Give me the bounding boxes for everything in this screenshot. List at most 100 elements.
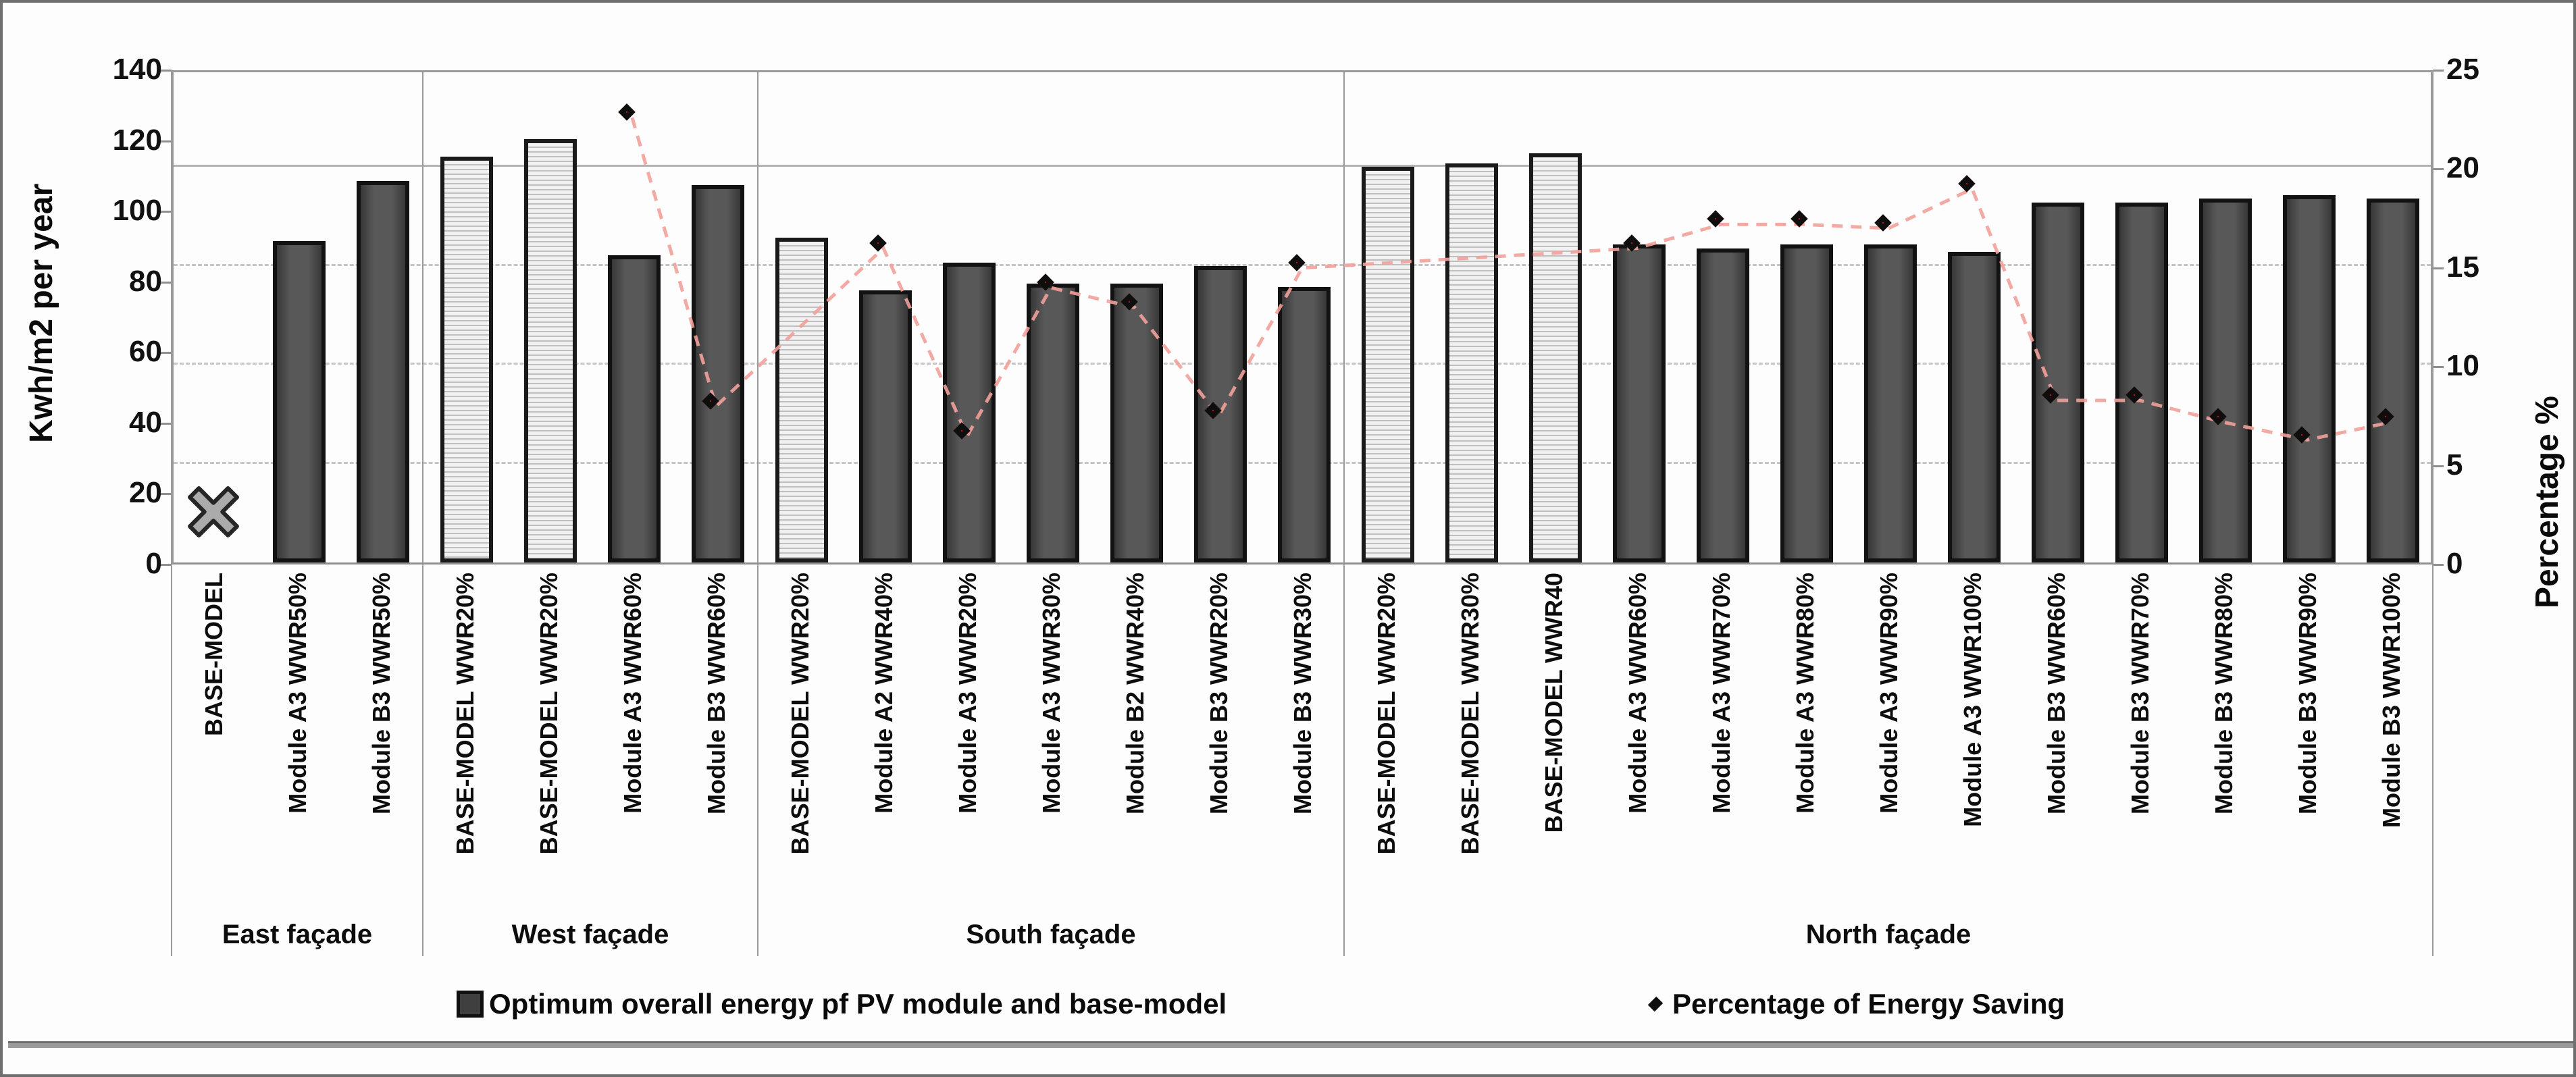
left-axis-tick bbox=[161, 140, 172, 142]
legend-item-line: Percentage of Energy Saving bbox=[1645, 980, 2065, 1028]
bottom-divider bbox=[8, 1041, 2573, 1048]
module-bar bbox=[1110, 283, 1163, 562]
left-axis-tick-label: 120 bbox=[112, 123, 162, 157]
module-bar bbox=[1864, 244, 1917, 562]
right-axis-tick bbox=[2433, 168, 2444, 171]
module-bar bbox=[357, 181, 409, 562]
left-axis-tick-label: 0 bbox=[145, 547, 162, 580]
category-label: Module A3 WWR60% bbox=[619, 573, 646, 814]
percentage-line-series bbox=[630, 117, 2392, 442]
facade-separator bbox=[2432, 70, 2433, 956]
chart-legend: Optimum overall energy pf PV module and … bbox=[3, 980, 2576, 1034]
base-model-x-marker-icon bbox=[186, 485, 240, 542]
base-model-bar bbox=[775, 237, 828, 562]
diamond-series-legend-swatch-icon bbox=[1647, 996, 1664, 1012]
base-model-bar bbox=[1445, 163, 1498, 562]
left-axis-tick-label: 20 bbox=[129, 476, 162, 510]
category-label: Module B3 WWR60% bbox=[702, 573, 730, 815]
category-label: Module B3 WWR30% bbox=[1289, 573, 1316, 815]
base-model-bar bbox=[1529, 153, 1582, 562]
module-bar bbox=[692, 184, 744, 562]
left-axis-tick-label: 60 bbox=[129, 335, 162, 369]
module-bar bbox=[2283, 195, 2336, 562]
bar-series-legend-label: Optimum overall energy pf PV module and … bbox=[489, 988, 1227, 1020]
module-bar bbox=[859, 290, 912, 562]
plot-area bbox=[172, 70, 2433, 564]
category-label: Module B2 WWR40% bbox=[1121, 573, 1149, 815]
left-axis-tick bbox=[161, 493, 172, 496]
module-bar bbox=[2199, 199, 2252, 562]
category-label: Module A2 WWR40% bbox=[870, 573, 898, 814]
module-bar bbox=[273, 241, 326, 562]
module-bar bbox=[2115, 202, 2168, 562]
base-model-bar bbox=[440, 156, 493, 562]
category-label: Module A3 WWR20% bbox=[954, 573, 981, 814]
category-label: BASE-MODEL WWR20% bbox=[451, 573, 479, 855]
right-axis-tick bbox=[2433, 564, 2444, 566]
facade-group-label: West façade bbox=[511, 920, 669, 949]
left-axis-title: Kwh/m2 per year bbox=[24, 183, 59, 444]
category-label: Module B3 WWR50% bbox=[367, 573, 395, 815]
left-axis-tick bbox=[161, 281, 172, 284]
line-series-legend-label: Percentage of Energy Saving bbox=[1672, 988, 2065, 1020]
right-axis-tick bbox=[2433, 465, 2444, 467]
left-axis-tick bbox=[161, 70, 172, 72]
module-bar bbox=[1194, 265, 1247, 562]
gridline-20pct bbox=[174, 165, 2431, 167]
base-model-bar bbox=[1362, 167, 1414, 562]
module-bar bbox=[1613, 244, 1666, 562]
right-axis-tick-label: 5 bbox=[2446, 448, 2463, 481]
module-bar bbox=[1948, 251, 2001, 562]
category-label: Module B3 WWR60% bbox=[2042, 573, 2070, 815]
facade-group-label: East façade bbox=[222, 920, 373, 949]
facade-group-label: North façade bbox=[1805, 920, 1972, 949]
category-label: BASE-MODEL WWR20% bbox=[1372, 573, 1400, 855]
right-axis-title: Percentage % bbox=[2529, 396, 2565, 609]
category-label: Module B3 WWR20% bbox=[1205, 573, 1233, 815]
facade-separator bbox=[422, 70, 423, 956]
left-axis-tick bbox=[161, 211, 172, 213]
category-label: BASE-MODEL bbox=[200, 573, 228, 736]
category-label: Module A3 WWR80% bbox=[1791, 573, 1819, 814]
right-axis-tick-label: 15 bbox=[2446, 250, 2479, 284]
left-axis-tick-label: 100 bbox=[112, 194, 162, 228]
category-label: Module A3 WWR70% bbox=[1707, 573, 1735, 814]
module-bar bbox=[608, 255, 661, 562]
category-label: Module B3 WWR100% bbox=[2377, 573, 2405, 829]
category-label: Module A3 WWR30% bbox=[1037, 573, 1065, 814]
category-label: Module B3 WWR70% bbox=[2126, 573, 2154, 815]
left-axis-tick bbox=[161, 564, 172, 566]
category-label: Module A3 WWR50% bbox=[284, 573, 311, 814]
left-axis-tick-label: 80 bbox=[129, 264, 162, 298]
module-bar bbox=[2032, 202, 2084, 562]
right-axis-tick bbox=[2433, 366, 2444, 369]
left-axis-tick bbox=[161, 422, 172, 425]
facade-separator bbox=[757, 70, 758, 956]
category-label: BASE-MODEL WWR20% bbox=[535, 573, 563, 855]
module-bar bbox=[943, 262, 996, 562]
facade-separator bbox=[171, 70, 172, 956]
right-axis-tick-label: 20 bbox=[2446, 151, 2479, 185]
category-label: Module A3 WWR100% bbox=[1959, 573, 1986, 827]
category-label: BASE-MODEL WWR40 bbox=[1540, 573, 1568, 833]
left-axis-tick-label: 140 bbox=[112, 53, 162, 86]
module-bar bbox=[2367, 199, 2419, 562]
category-label: BASE-MODEL WWR20% bbox=[786, 573, 814, 855]
category-label: Module B3 WWR90% bbox=[2294, 573, 2321, 815]
left-axis-tick-label: 40 bbox=[129, 405, 162, 439]
right-axis-tick bbox=[2433, 267, 2444, 269]
left-axis-tick bbox=[161, 352, 172, 354]
right-axis-tick bbox=[2433, 70, 2444, 72]
bar-series-legend-swatch-icon bbox=[457, 991, 484, 1018]
facade-group-label: South façade bbox=[966, 920, 1136, 949]
base-model-bar bbox=[524, 138, 577, 562]
module-bar bbox=[1697, 248, 1749, 562]
energy-saving-line bbox=[630, 117, 2392, 442]
facade-separator bbox=[1343, 70, 1345, 956]
category-label: Module A3 WWR60% bbox=[1624, 573, 1651, 814]
module-bar bbox=[1027, 283, 1079, 562]
category-label: Module B3 WWR80% bbox=[2210, 573, 2238, 815]
module-bar bbox=[1780, 244, 1833, 562]
category-label: Module A3 WWR90% bbox=[1875, 573, 1903, 814]
